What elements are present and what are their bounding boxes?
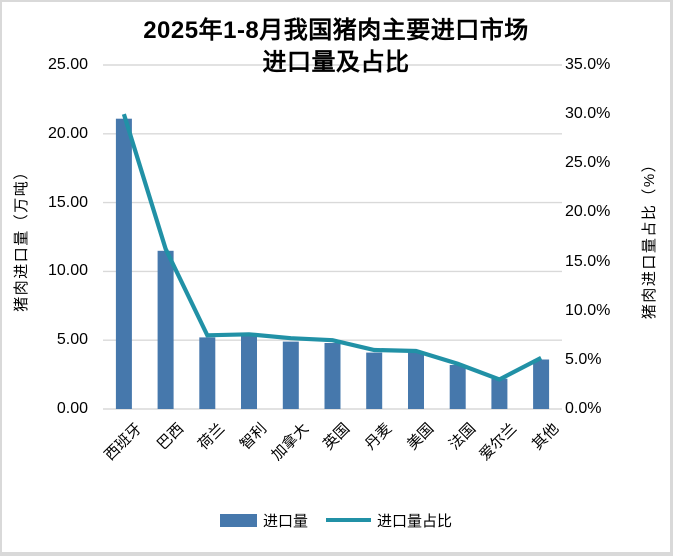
right-axis-tick-label: 5.0% <box>565 350 602 368</box>
left-axis-tick-label: 15.00 <box>47 193 88 211</box>
line-series <box>121 113 543 382</box>
bar-智利 <box>241 336 257 409</box>
left-axis-title: 猪肉进口量（万吨） <box>5 65 35 409</box>
bar-其他 <box>533 359 550 409</box>
legend-line-swatch <box>326 518 371 522</box>
bar-法国 <box>449 365 466 409</box>
left-axis-tick-label: 5.00 <box>56 331 88 349</box>
right-axis-tick-label: 20.0% <box>565 203 611 221</box>
bar-西班牙 <box>115 118 132 409</box>
right-axis-tick-label: 25.0% <box>565 154 611 172</box>
legend-bar-label: 进口量 <box>262 512 308 530</box>
right-axis-title-text: 猪肉进口量占比（%） <box>641 155 659 319</box>
right-axis-tick-label: 15.0% <box>565 252 611 270</box>
bar-荷兰 <box>199 337 216 409</box>
left-axis-tick-label: 10.00 <box>47 262 88 280</box>
bar-巴西 <box>157 250 174 409</box>
left-axis-tick-label: 0.00 <box>56 400 88 417</box>
right-axis-tick-label: 10.0% <box>565 301 611 319</box>
right-axis-title: 猪肉进口量占比（%） <box>634 65 664 409</box>
bar-美国 <box>408 352 424 409</box>
bar-加拿大 <box>282 341 299 409</box>
right-axis-tick-label: 35.0% <box>565 56 611 73</box>
bar-丹麦 <box>366 352 383 409</box>
left-axis-title-text: 猪肉进口量（万吨） <box>12 162 30 312</box>
legend-bar-swatch <box>219 513 257 527</box>
legend: 进口量 进口量占比 <box>2 507 670 533</box>
chart-title-line2: 进口量及占比 <box>262 49 410 76</box>
legend-line-label: 进口量占比 <box>377 512 453 530</box>
left-axis-tick-label: 25.00 <box>47 56 88 73</box>
right-axis-tick-label: 0.0% <box>565 400 602 417</box>
chart-title-line1: 2025年1-8月我国猪肉主要进口市场 <box>143 17 529 44</box>
bar-英国 <box>324 343 341 409</box>
chart-title: 2025年1-8月我国猪肉主要进口市场 进口量及占比 <box>2 15 670 79</box>
right-axis-tick-label: 30.0% <box>565 105 611 123</box>
bar-爱尔兰 <box>491 378 508 409</box>
left-axis-tick-label: 20.00 <box>47 124 88 142</box>
